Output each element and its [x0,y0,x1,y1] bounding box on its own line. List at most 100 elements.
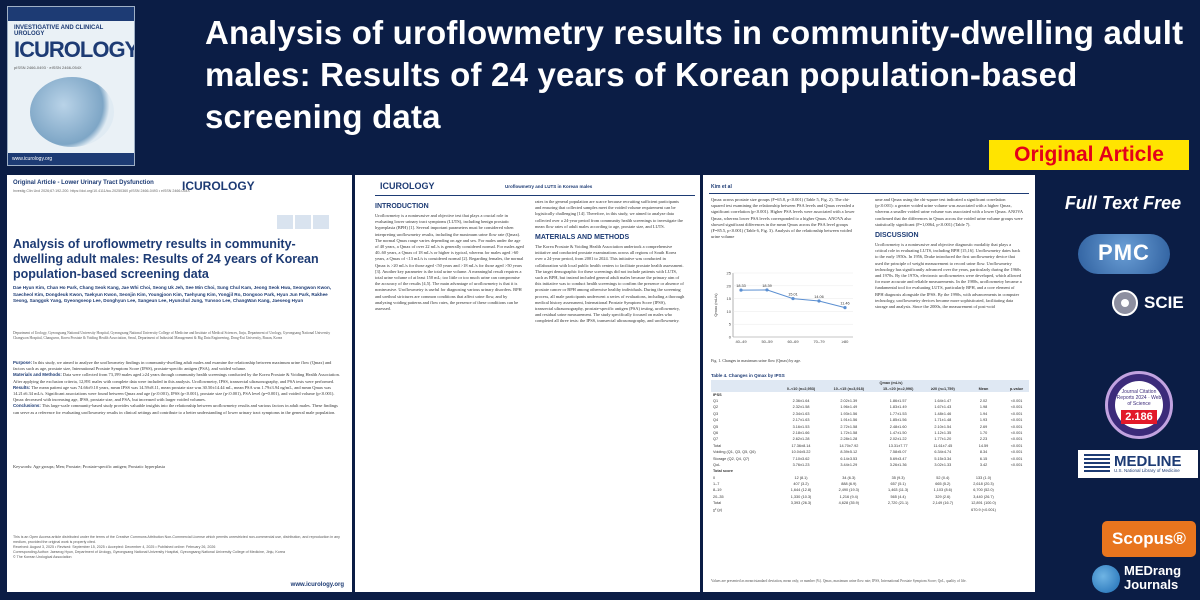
table-row: Q7 2.62±1.28 2.28±1.28 2.02±1.22 1.77±1.20 2.… [711,437,1029,443]
table-cell: 1.96±1.49 [840,405,858,410]
pmc-icon [1078,234,1170,274]
x-tick-label: ≥80 [842,339,849,344]
table-cell: 12 (8.1) [794,475,808,480]
impact-factor-seal: Journal Citation Reports 2024 · Web of S… [1105,371,1173,439]
cover-meta: pISSN 2466-0493 · eISSN 2466-054X [14,65,82,70]
figure-caption: Fig. 1. Changes in maximum urine flow (Q… [711,358,801,363]
table-cell: 2.34±1.63 [792,411,810,416]
full-text-free-label: Full Text Free [1064,193,1182,213]
introduction-continued: rates in the general population are scar… [535,199,683,229]
medrang-text: MEDrang Journals [1124,563,1182,592]
table-cell: 1,103 (8.6) [933,488,953,493]
table-column-header [711,386,778,392]
table-cell: <0.001 [1010,430,1023,435]
table-cell [778,507,824,513]
table-cell: 1.64±1.47 [934,398,952,403]
table-cell: <0.001 [1010,462,1023,467]
pmc-logo: PMC [1072,232,1182,276]
badge-icon [277,215,293,229]
table-cell [873,507,922,513]
medrang-journals-logo: MEDrang Journals [1090,563,1200,597]
table-cell: 2.32±1.58 [792,405,810,410]
table-cell: Q4 [713,418,719,423]
affiliations: Department of Urology, Gyeongsang Nation… [13,331,331,340]
journal-logo: ICUROLOGY [182,179,255,193]
table-cell: <0.001 [1010,456,1023,461]
table-cell: 670.9 (<0.001) [971,507,996,512]
abstract-results: Results: The mean patient age was 74.66±… [13,384,335,403]
table-cell: 4,628 (35.9) [838,501,860,506]
page2-column-2: rates in the general population are scar… [535,199,685,325]
table-cell: 888 (6.9) [841,482,857,487]
pmc-text: PMC [1098,240,1150,265]
article-page-2: ICUROLOGY Uroflowmetry and LUTS in Korea… [355,175,700,592]
table-cell: Q5 [713,424,719,429]
table-cell: 1.94 [979,411,988,416]
table-cell: Q6 [713,430,719,435]
table-cell: 1.98 [979,405,988,410]
journal-url-link[interactable]: www.icurology.org [290,582,344,588]
table-cell: 1,216 (9.4) [839,494,858,499]
table-cell: 2.02 [979,398,988,403]
table-cell: <0.001 [1010,418,1023,423]
table-cell: 1.77±1.20 [934,437,952,442]
section-title-discussion: DISCUSSION [875,232,919,240]
y-tick-label: 5 [729,322,732,327]
table-cell: 3.44±1.29 [840,462,858,467]
impact-factor-value: 2.186 [1121,410,1157,424]
table-cell: <0.001 [1010,424,1023,429]
cover-footer: www.icurology.org [8,153,134,165]
y-tick-label: 0 [729,335,732,340]
open-access-badges [277,215,347,231]
table-cell: 2.69 [979,424,988,429]
indexing-sidebar: Full Text Free PMC SCIE Journal Citation… [1040,175,1200,600]
table-header-cell [711,380,778,386]
table-cell: 2,490 (19.3) [838,488,860,493]
table-cell: 34 (6.3) [842,475,856,480]
article-headline: Analysis of uroflowmetry results in comm… [205,14,1184,135]
data-label: 15.01 [788,293,798,297]
table-row: Q3 2.34±1.63 1.93±1.56 1.77±1.53 1.48±1.46 1.… [711,411,1029,417]
page3-column-1: Qmax across prostate size groups (F=65.8… [711,197,859,240]
table-cell: 2,720 (21.1) [887,501,909,506]
table-cell: 1.72±1.58 [840,430,858,435]
table-cell: Voiding (Q1, Q3, Q5, Q6) [713,450,756,455]
header-banner: INVESTIGATIVE AND CLINICAL UROLOGY ICURO… [0,0,1200,172]
table-cell: <0.001 [1010,411,1023,416]
table-cell: Total [713,443,722,448]
table-cell: <0.001 [1010,398,1023,403]
table-cell: 20–35 [713,494,724,499]
data-point [817,299,821,303]
article-type-badge: Original Article [989,140,1189,170]
table-cell: 7.58±5.07 [889,450,907,455]
header-rule [375,195,695,196]
table-cell: 2.02±1.22 [889,437,907,442]
table-row: QoL 3.76±1.23 3.44±1.29 3.26±1.36 3.02±1.33 3… [711,462,1029,468]
scie-text: SCIE [1144,293,1184,312]
y-tick-label: 15 [727,296,732,301]
medline-icon [1084,454,1110,474]
table-row: 20–35 1,330 (10.3) 1,216 (9.4) 565 (4.4) 329… [711,494,1029,500]
table-header-row: 0–<10 (n=2,953) 10–<15 (n=3,918) 15–<20 (n… [711,386,1029,392]
table-cell: 3.42 [979,462,988,467]
table-cell: 1.77±1.53 [889,411,907,416]
y-tick-label: 25 [727,271,732,276]
x-tick-label: 40–49 [735,339,747,344]
table-column-header: 15–<20 (n=2,996) [873,386,923,392]
table-cell: 14.59 [978,443,989,448]
keywords: Keywords: Age groups; Men; Prostate; Pro… [13,464,165,469]
table-header-cell [1004,380,1029,386]
scopus-logo: Scopus® [1102,521,1196,557]
cover-artwork [30,77,114,147]
abstract-methods: Materials and Methods: Data were collect… [13,372,340,384]
table-cell: Total [713,501,722,506]
article-page-3: Kim et al Qmax across prostate size grou… [703,175,1035,592]
article-category: Original Article - Lower Urinary Tract D… [13,180,154,186]
table-cell: <0.001 [1010,450,1023,455]
table-cell: 2.17±1.63 [792,418,810,423]
discussion-text: Uroflowmetry is a noninvasive and object… [875,242,1022,310]
journal-logo: ICUROLOGY [380,181,435,191]
table-cell: 52 (0.4) [936,475,950,480]
medline-logo: MEDLINE U.S. National Library of Medicin… [1078,450,1198,478]
table-column-header: 0–<10 (n=2,953) [777,386,825,392]
